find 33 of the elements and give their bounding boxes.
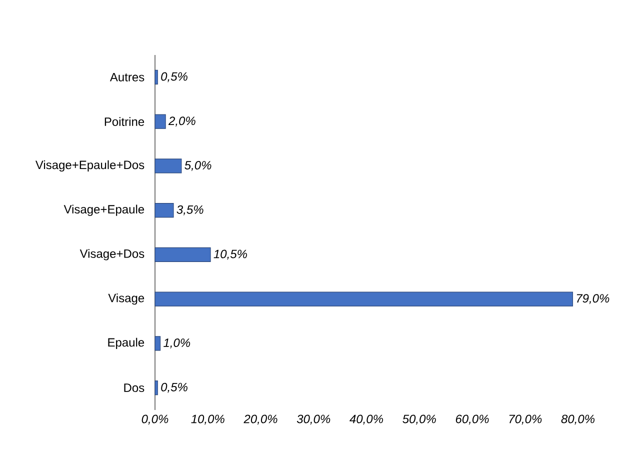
bar [154, 247, 211, 262]
x-tick-label: 60,0% [456, 414, 489, 425]
y-tick-label: Poitrine [104, 117, 144, 126]
data-label: 3,5% [176, 205, 204, 216]
bar [154, 336, 161, 351]
x-tick-label: 70,0% [509, 414, 542, 425]
y-tick-label: Dos [124, 384, 144, 392]
y-tick-label: Visage+Epaule+Dos [35, 160, 144, 172]
bar [154, 380, 158, 396]
bar [154, 70, 158, 84]
x-tick-label: 80,0% [561, 414, 595, 425]
y-tick-label: Visage+Dos [80, 249, 144, 260]
data-label: 0,5% [161, 382, 188, 393]
y-tick-label: Epaule [108, 338, 144, 350]
bar [154, 203, 174, 218]
x-tick-label: 50,0% [402, 414, 436, 425]
x-tick-label: 0,0% [142, 414, 168, 425]
data-label: 1,0% [164, 338, 190, 348]
y-tick-label: Autres [110, 73, 144, 82]
bar [154, 158, 182, 174]
x-tick-label: 20,0% [244, 414, 278, 425]
y-tick-label: Visage [108, 293, 144, 305]
data-label: 10,5% [214, 250, 247, 260]
x-tick-label: 30,0% [296, 414, 330, 425]
bar [154, 292, 573, 306]
x-tick-label: 40,0% [350, 414, 384, 425]
data-label: 79,0% [576, 294, 610, 304]
x-tick-label: 10,0% [191, 414, 224, 425]
data-label: 5,0% [184, 160, 212, 171]
data-label: 0,5% [161, 72, 188, 82]
data-label: 2,0% [168, 116, 196, 127]
bar [154, 114, 166, 129]
y-tick-label: Visage+Epaule [64, 204, 144, 216]
